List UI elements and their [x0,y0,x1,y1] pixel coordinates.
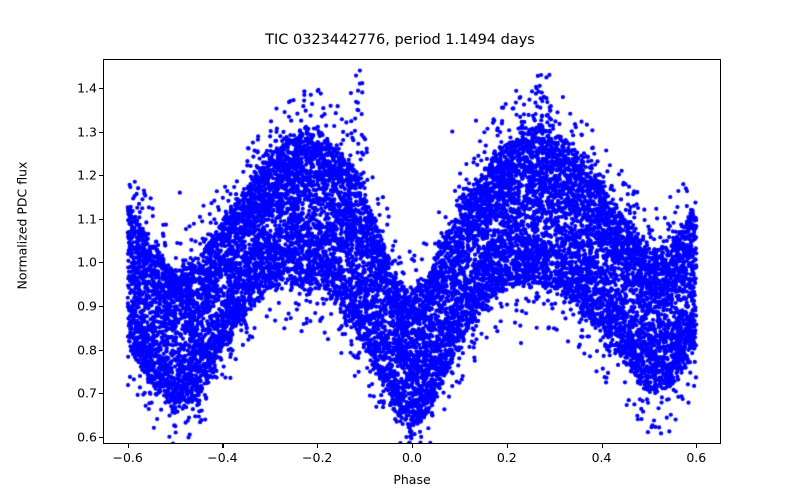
x-tick-mark [127,444,129,448]
y-tick-mark [99,175,103,177]
x-tick-mark [317,444,319,448]
y-tick-label: 1.3 [77,124,97,140]
x-axis-label: Phase [393,472,431,487]
x-tick-mark [222,444,224,448]
plot-axes [103,59,721,444]
x-tick-label: −0.6 [112,450,143,465]
x-tick-mark [506,444,508,448]
x-tick-label: −0.4 [207,450,238,465]
y-tick-mark [99,436,103,438]
page-title: TIC 0323442776, period 1.1494 days [265,32,535,48]
x-tick-label: 0.4 [591,450,612,465]
y-axis-tick-marks [99,59,104,444]
y-tick-label: 0.8 [77,342,97,358]
y-tick-mark [99,393,103,395]
x-axis-tick-marks [103,444,721,449]
x-axis-tick-labels: −0.6 −0.4 −0.2 0.0 0.2 0.4 0.6 [103,450,721,470]
y-tick-mark [99,218,103,220]
y-tick-label: 1.4 [77,80,97,96]
y-tick-label: 0.9 [77,298,97,314]
x-tick-label: −0.2 [302,450,333,465]
y-axis-tick-labels: 0.6 0.7 0.8 0.9 1.0 1.1 1.2 1.3 1.4 [42,59,97,445]
y-tick-mark [99,131,103,133]
x-tick-label: 0.2 [496,450,517,465]
y-tick-label: 1.1 [77,211,97,227]
scatter-plot-points [104,60,720,443]
y-tick-mark [99,88,103,90]
y-tick-mark [99,262,103,264]
x-tick-label: 0.6 [686,450,707,465]
y-tick-mark [99,305,103,308]
y-tick-mark [99,349,103,351]
y-tick-label: 0.6 [77,429,97,445]
x-tick-mark [412,444,414,448]
x-tick-mark [601,444,603,448]
y-tick-label: 1.0 [77,254,97,270]
y-tick-label: 1.2 [77,167,97,183]
y-tick-label: 0.7 [77,385,97,401]
x-tick-label: 0.0 [402,450,422,465]
x-tick-mark [696,444,698,448]
y-axis-label: Normalized PDC flux [14,161,30,290]
